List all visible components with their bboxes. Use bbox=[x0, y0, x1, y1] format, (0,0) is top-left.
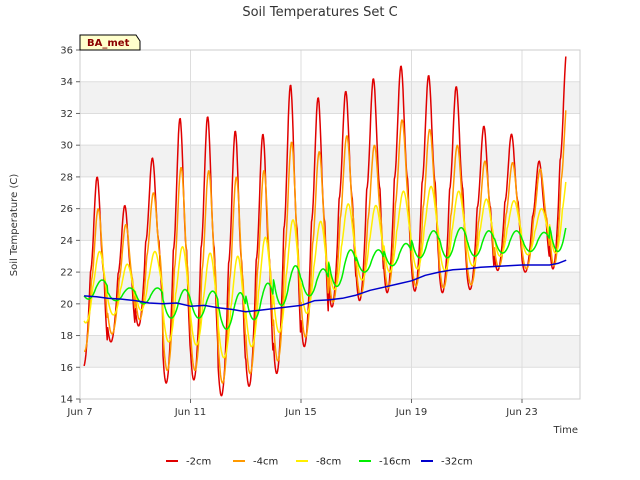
y-tick-label: 28 bbox=[60, 172, 73, 183]
y-tick-label: 36 bbox=[60, 46, 73, 57]
legend-item: -8cm bbox=[296, 457, 341, 468]
background-band bbox=[80, 81, 580, 114]
legend-item: -2cm bbox=[166, 457, 211, 468]
y-tick-label: 34 bbox=[60, 77, 73, 88]
x-tick-label: Jun 19 bbox=[395, 407, 428, 418]
series-line-8cm bbox=[83, 181, 567, 359]
x-tick-label: Jun 11 bbox=[174, 407, 207, 418]
x-axis-ticks: Jun 7 Jun 11 Jun 15 Jun 19 Jun 23 bbox=[66, 399, 538, 418]
x-tick-label: Jun 23 bbox=[505, 407, 538, 418]
y-tick-label: 16 bbox=[60, 363, 73, 374]
legend-item: -4cm bbox=[233, 457, 278, 468]
y-tick-label: 30 bbox=[60, 141, 73, 152]
station-badge-label: BA_met bbox=[87, 38, 130, 49]
legend-label: -16cm bbox=[379, 457, 411, 468]
series-line-4cm bbox=[83, 110, 567, 384]
legend-item: -16cm bbox=[359, 457, 411, 468]
legend-label: -2cm bbox=[186, 457, 211, 468]
y-tick-label: 32 bbox=[60, 109, 73, 120]
background-band bbox=[80, 208, 580, 241]
x-tick-label: Jun 15 bbox=[284, 407, 317, 418]
y-tick-label: 26 bbox=[60, 204, 73, 215]
y-tick-label: 24 bbox=[60, 236, 73, 247]
legend-label: -8cm bbox=[316, 457, 341, 468]
y-tick-label: 20 bbox=[60, 299, 73, 310]
series-line-32cm bbox=[84, 259, 567, 313]
legend-label: -32cm bbox=[441, 457, 473, 468]
background-band bbox=[80, 145, 580, 177]
series-line-16cm bbox=[83, 226, 567, 330]
plot-area bbox=[79, 49, 581, 400]
legend-item: -32cm bbox=[421, 457, 473, 468]
chart-title: Soil Temperatures Set C bbox=[242, 5, 397, 20]
station-badge: BA_met bbox=[79, 34, 141, 51]
legend-label: -4cm bbox=[253, 457, 278, 468]
x-axis-label: Time bbox=[553, 425, 578, 436]
background-band bbox=[80, 335, 580, 368]
y-axis-label: Soil Temperature (C) bbox=[9, 174, 20, 277]
legend: -2cm -4cm -8cm -16cm -32cm bbox=[166, 457, 473, 468]
x-tick-label: Jun 7 bbox=[66, 407, 92, 418]
y-tick-label: 14 bbox=[60, 395, 73, 406]
y-axis-ticks: 14 16 18 20 22 24 26 28 30 32 34 36 bbox=[60, 46, 80, 406]
y-tick-label: 22 bbox=[60, 268, 73, 279]
y-tick-label: 18 bbox=[60, 331, 73, 342]
series-lines bbox=[83, 56, 567, 397]
